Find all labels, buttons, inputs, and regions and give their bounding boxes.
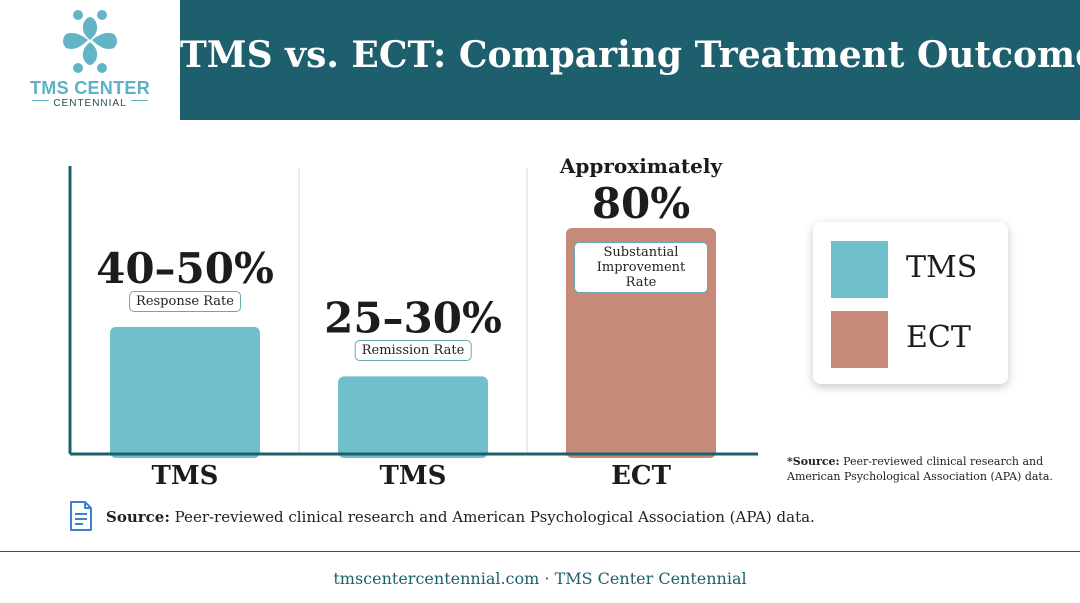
data-label-prefix: Approximately: [559, 154, 724, 178]
legend-label-ect: ECT: [906, 320, 971, 355]
legend-swatch-ect: [831, 311, 888, 368]
data-label: 40–50%: [96, 244, 274, 293]
metric-label: Response Rate: [129, 290, 241, 312]
logo-mark-icon: [63, 10, 117, 73]
chart-footnote: *Source: Peer-reviewed clinical research…: [787, 454, 1067, 484]
footer-divider: [0, 551, 1080, 552]
chart-legend: TMS ECT: [813, 222, 1008, 384]
x-tick-label: TMS: [380, 461, 447, 491]
data-label: 25–30%: [324, 293, 502, 342]
footnote-text: Peer-reviewed clinical research and Amer…: [787, 455, 1053, 483]
logo-subtext: CENTENNIAL: [0, 98, 180, 109]
document-icon: [70, 501, 92, 531]
logo-subtext-label: CENTENNIAL: [49, 98, 131, 109]
data-label: 80%: [592, 179, 690, 228]
source-text: Peer-reviewed clinical research and Amer…: [169, 508, 815, 526]
x-tick-label: TMS: [152, 461, 219, 491]
logo[interactable]: TMS CENTER CENTENNIAL: [0, 0, 180, 120]
bar-tms-0: [110, 326, 260, 458]
header-band: [0, 0, 1080, 120]
legend-swatch-tms: [831, 241, 888, 298]
x-tick-label: ECT: [611, 461, 672, 491]
legend-label-tms: TMS: [906, 250, 978, 285]
page-title: TMS vs. ECT: Comparing Treatment Outcome…: [180, 34, 1080, 76]
bar-tms-1: [338, 376, 488, 458]
footer-text[interactable]: tmscentercentennial.com · TMS Center Cen…: [333, 569, 747, 588]
footnote-prefix: *Source:: [787, 455, 840, 468]
source-line: Source: Peer-reviewed clinical research …: [106, 508, 815, 526]
metric-label: Remission Rate: [354, 340, 472, 362]
logo-text: TMS CENTER: [30, 78, 150, 98]
metric-label: Substantial Improvement Rate: [574, 242, 708, 293]
source-label: Source:: [106, 508, 170, 526]
